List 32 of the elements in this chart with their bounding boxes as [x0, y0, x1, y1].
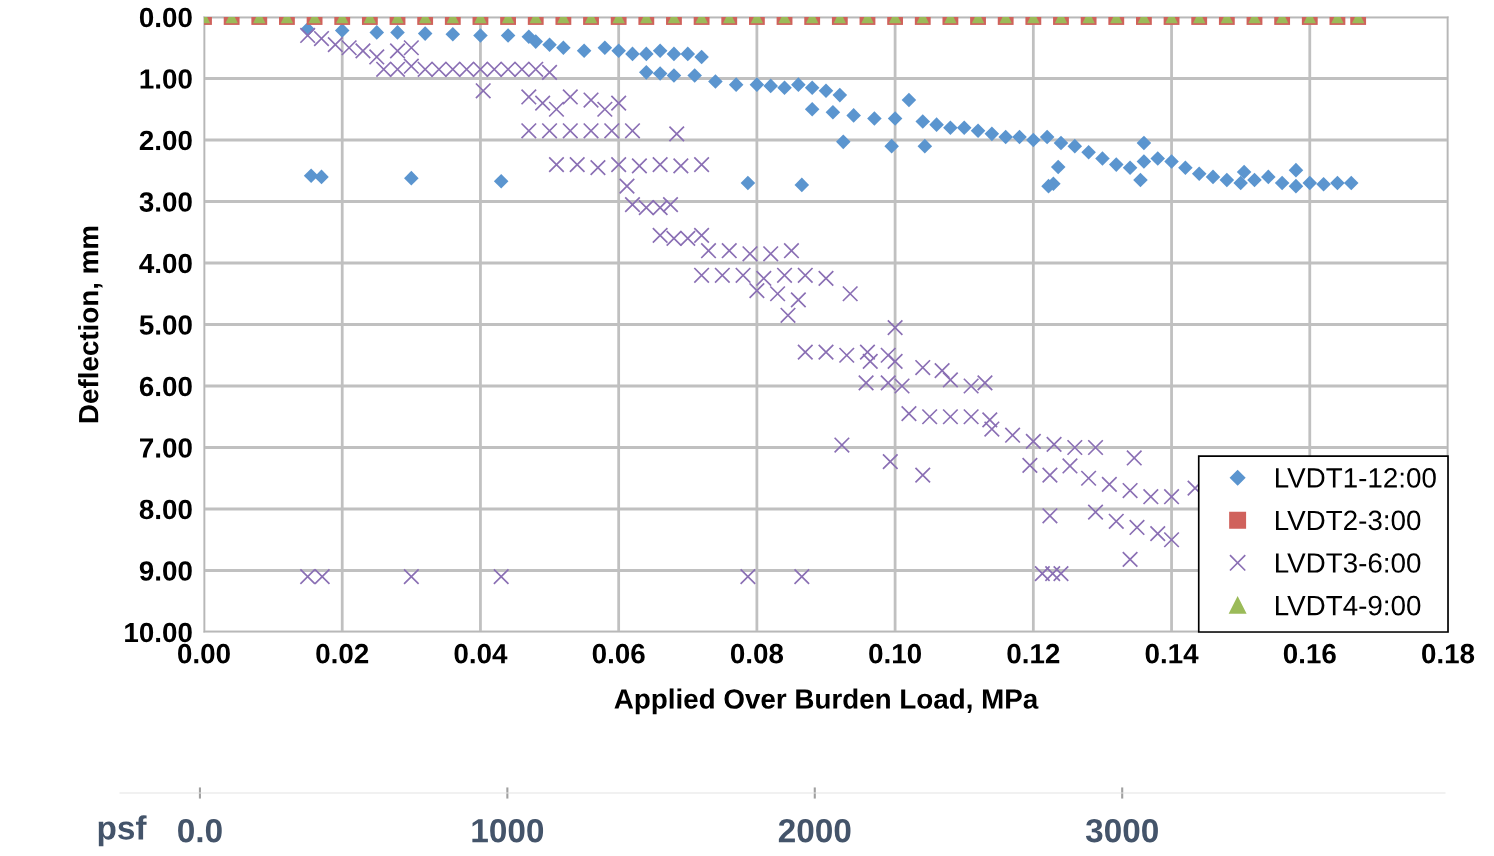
y-tick-label: 1.00	[140, 69, 192, 89]
x2-tick-label: 2000	[778, 818, 851, 843]
legend-label: LVDT2-3:00	[1276, 510, 1421, 531]
x-tick-label: 0.02	[316, 643, 369, 664]
y-axis-title: Deflection, mm	[78, 226, 103, 423]
legend-label: LVDT1-12:00	[1276, 468, 1436, 488]
x-axis-title: Applied Over Burden Load, MPa	[614, 688, 1039, 715]
legend-label: LVDT4-9:00	[1276, 595, 1421, 616]
x2-tick-label: 1000	[472, 818, 544, 843]
x-tick-label: 0.18	[1422, 643, 1475, 664]
x2-tick-label: 3000	[1085, 818, 1158, 843]
x2-axis-title: psf	[98, 815, 147, 847]
y-tick-label: 4.00	[139, 253, 192, 274]
x2-tick-label: 0.0	[178, 818, 222, 843]
x-tick-label: 0.04	[454, 643, 508, 664]
y-tick-label: 2.00	[139, 130, 192, 151]
y-tick-label: 5.00	[139, 315, 192, 335]
x-tick-label: 0.12	[1007, 643, 1060, 664]
y-tick-label: 8.00	[139, 499, 192, 520]
y-tick-label: 10.00	[125, 622, 192, 643]
x-tick-label: 0.10	[869, 643, 922, 664]
y-tick-label: 3.00	[139, 192, 192, 212]
legend-label: LVDT3-6:00	[1276, 553, 1421, 573]
y-tick-label: 0.00	[139, 7, 192, 28]
x-tick-label: 0.14	[1145, 643, 1199, 664]
x-tick-label: 0.16	[1283, 643, 1336, 664]
x-tick-label: 0.00	[178, 643, 230, 664]
y-tick-label: 6.00	[139, 376, 192, 397]
x-tick-label: 0.06	[592, 643, 645, 664]
y-tick-label: 9.00	[139, 561, 192, 581]
x-tick-label: 0.08	[730, 643, 784, 664]
y-tick-label: 7.00	[140, 438, 192, 458]
